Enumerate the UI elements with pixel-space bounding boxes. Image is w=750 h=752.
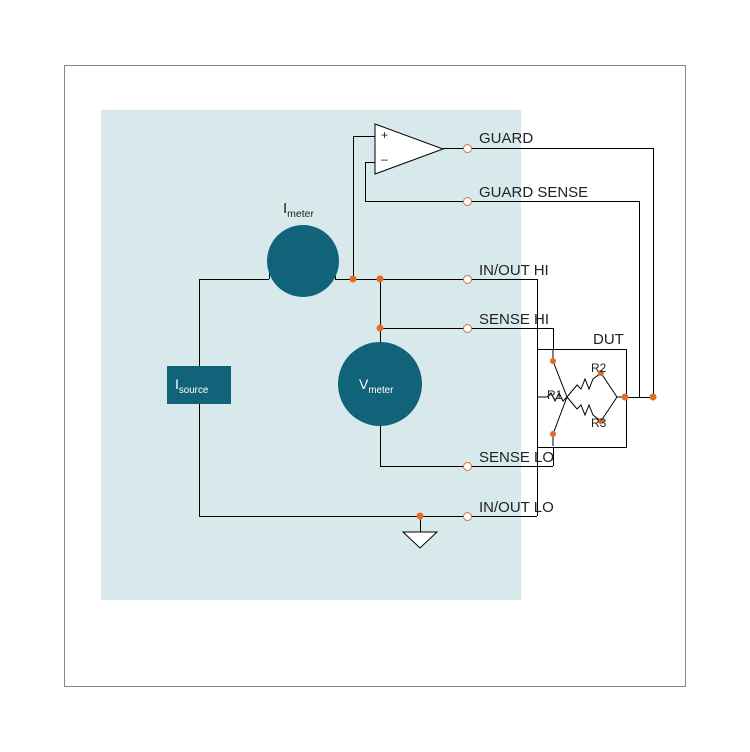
label-isource: Isource [175, 376, 208, 396]
label-r2: R2 [591, 361, 606, 375]
label-inoutlo: IN/OUT LO [479, 499, 554, 516]
wire-src-up [199, 279, 200, 366]
term-inouthi [463, 275, 472, 284]
ground-icon [403, 532, 437, 550]
node-dut-apex [622, 394, 629, 401]
label-guard: GUARD [479, 130, 533, 147]
wire-opamp-plus-h [353, 136, 375, 137]
wire-gs-v [365, 162, 366, 201]
wire-opamp-plus-v [353, 136, 354, 279]
node-guard-apex [650, 394, 657, 401]
label-sensehi: SENSE HI [479, 311, 549, 328]
wire-vmeter-top [380, 279, 381, 343]
node-gnd [417, 513, 424, 520]
wire-guard-ext [467, 148, 653, 149]
wire-lo-ext [467, 516, 537, 517]
opamp-minus: – [381, 152, 388, 166]
wire-sh-ext [467, 328, 553, 329]
wire-gs-in [365, 162, 375, 163]
wire-vmeter-bot [380, 424, 381, 466]
term-guard-sense [463, 197, 472, 206]
node-sensehi [377, 325, 384, 332]
label-vmeter: Vmeter [359, 376, 393, 396]
term-senselo [463, 462, 472, 471]
wire-sh [380, 328, 467, 329]
term-sensehi [463, 324, 472, 333]
label-r1: R1 [547, 388, 562, 402]
label-r3: R3 [591, 416, 606, 430]
label-inouthi: IN/OUT HI [479, 262, 549, 279]
node-hi-opamp [350, 276, 357, 283]
wire-gs-ext [467, 201, 639, 202]
term-guard [463, 144, 472, 153]
wire-sl [380, 466, 467, 467]
label-senselo: SENSE LO [479, 449, 554, 466]
wire-gs-down [639, 201, 640, 397]
label-dut: DUT [593, 331, 624, 348]
wire-guard-down [653, 148, 654, 398]
wire-hi-left [199, 279, 269, 280]
label-imeter: Imeter [283, 200, 314, 220]
wire-lo [199, 516, 467, 517]
label-guard-sense: GUARD SENSE [479, 184, 588, 201]
wire-sl-ext [467, 466, 553, 467]
diagram-frame: + – [64, 65, 686, 687]
node-hi-vmeter [377, 276, 384, 283]
wire-src-dn [199, 404, 200, 516]
imeter-icon [267, 225, 339, 297]
wire-hi-ext [467, 279, 537, 280]
instrument-region [101, 110, 521, 600]
wire-gs-out [365, 201, 467, 202]
opamp-plus: + [381, 128, 388, 142]
term-inoutlo [463, 512, 472, 521]
